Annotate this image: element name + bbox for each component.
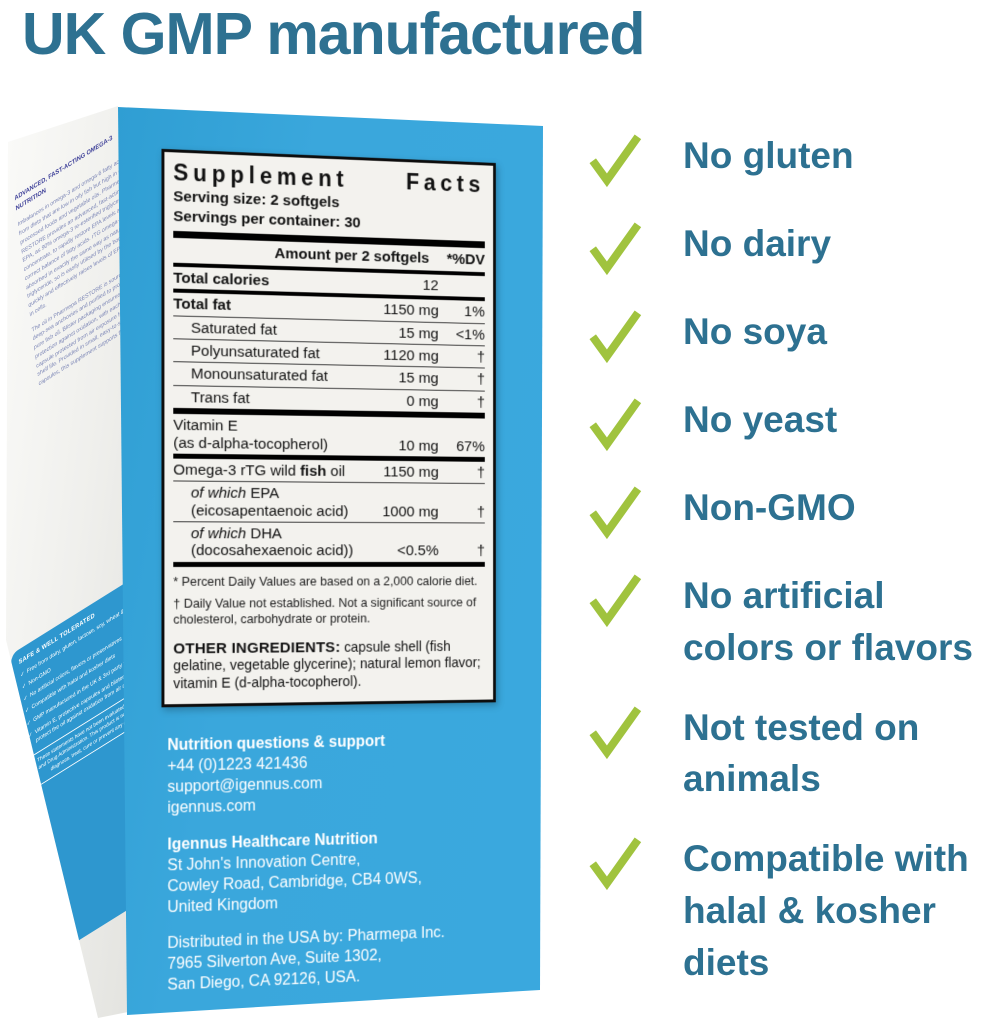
nutrient-name: Vitamin E (as d-alpha-tocopherol) — [173, 417, 356, 454]
benefit-item: No soya — [583, 304, 1006, 366]
checkmark-icon — [589, 486, 642, 540]
dv-footnote: * Percent Daily Values are based on a 2,… — [173, 573, 478, 589]
nutrient-dv: † — [476, 349, 485, 366]
amount-column-header: Amount per 2 softgels — [274, 245, 430, 267]
nutrient-name: Total fat — [173, 295, 231, 315]
checkmark-icon — [589, 310, 642, 364]
dagger-footnote: † Daily Value not established. Not a sig… — [173, 595, 477, 627]
front-face-content: Supplement Facts Serving size: 2 softgel… — [118, 107, 524, 1015]
benefit-label: Not tested on animals — [683, 706, 920, 800]
nutrient-line: (as d-alpha-tocopherol) — [173, 434, 329, 453]
benefit-item: No dairy — [583, 216, 1006, 278]
checkmark-icon — [589, 134, 642, 188]
nutrient-name: Omega-3 rTG wild fish oil — [173, 461, 356, 480]
nutrient-dv: † — [476, 394, 485, 411]
nutrient-dv: † — [476, 371, 485, 389]
benefits-list: No gluten No dairy No soya No yeast Non-… — [583, 128, 1006, 1015]
check-icon: ✓ — [26, 718, 32, 728]
benefit-item: No yeast — [583, 392, 1006, 454]
nutrient-line-bold: fish — [300, 462, 327, 480]
nutrient-amount: 1150 mg — [383, 463, 439, 481]
nutrient-line: Omega-3 rTG wild — [173, 461, 301, 480]
nutrient-dv: † — [476, 543, 485, 560]
checkmark-icon — [589, 574, 642, 628]
checkmark-icon — [589, 706, 642, 759]
heading-word: Facts — [405, 168, 485, 198]
benefit-label: No yeast — [683, 399, 838, 440]
other-ingredients-heading: OTHER INGREDIENTS: — [173, 638, 341, 658]
nutrient-row: Omega-3 rTG wild fish oil 1150 mg † — [173, 459, 485, 484]
benefit-item: Non-GMO — [583, 480, 1006, 542]
benefit-item: Compatible with halal & kosher diets — [583, 831, 1006, 988]
nutrient-line: (eicosapentaenoic acid) — [190, 502, 349, 520]
nutrient-name: Trans fat — [190, 389, 250, 407]
nutrient-amount: 1120 mg — [383, 347, 439, 365]
nutrient-amount: 10 mg — [398, 437, 439, 455]
nutrient-dv: <1% — [455, 326, 485, 344]
other-ingredients-text: gelatine, vegetable glycerine); natural … — [173, 655, 481, 693]
other-ingredients-text: capsule shell ( — [340, 638, 430, 656]
benefit-label: No dairy — [683, 223, 832, 264]
benefit-label: No gluten — [683, 135, 854, 176]
nutrient-amount: 12 — [422, 277, 439, 295]
benefit-label: No soya — [683, 311, 827, 352]
benefit-item: No artificial colors or flavors — [583, 568, 1006, 674]
nutrient-amount: 15 mg — [398, 370, 439, 388]
nutrient-name: Polyunsaturated fat — [190, 342, 320, 363]
box-side-panel: ADVANCED, FAST-ACTING OMEGA-3 NUTRITION … — [6, 106, 128, 1018]
nutrient-dv: 67% — [456, 437, 485, 455]
nutrient-row: of which DHA (docosahexaenoic acid)) <0.5… — [173, 521, 485, 562]
checkmark-icon — [589, 222, 642, 276]
nutrient-amount: <0.5% — [397, 542, 439, 560]
nutrient-dv: † — [476, 464, 485, 482]
other-ingredients: OTHER INGREDIENTS: capsule shell (fish g… — [173, 637, 485, 695]
nutrient-amount: 1000 mg — [382, 503, 439, 521]
benefit-label: Non-GMO — [683, 487, 856, 528]
nutrient-dv: † — [476, 503, 485, 521]
nutrient-dv — [439, 294, 485, 295]
check-icon: ✓ — [24, 706, 30, 716]
nutrient-line: (docosahexaenoic acid)) — [190, 542, 354, 560]
benefit-label: No artificial colors or flavors — [683, 575, 973, 668]
check-icon: ✓ — [27, 730, 33, 740]
check-icon: ✓ — [23, 694, 29, 704]
box-front-face: Supplement Facts Serving size: 2 softgel… — [118, 107, 543, 1015]
nutrient-line: oil — [326, 463, 346, 480]
nutrient-line: Vitamin E — [173, 417, 238, 435]
check-icon: ✓ — [21, 682, 27, 692]
divider-bar — [173, 561, 485, 567]
nutrient-line-italic: of which — [190, 525, 247, 543]
nutrient-name: of which EPA (eicosapentaenoic acid) — [173, 485, 356, 520]
nutrient-line: DHA — [246, 525, 282, 543]
heading-word: Supplement — [173, 159, 349, 192]
benefit-item: Not tested on animals — [583, 700, 1006, 806]
nutrient-name: of which DHA (docosahexaenoic acid)) — [173, 525, 356, 560]
checkmark-icon — [589, 837, 642, 891]
nutrient-amount: 1150 mg — [383, 301, 439, 320]
nutrient-amount: 0 mg — [406, 392, 439, 410]
contact-block: Nutrition questions & support +44 (0)122… — [167, 729, 524, 996]
dv-column-header: *%DV — [446, 250, 485, 269]
page-title: UK GMP manufactured — [22, 1, 645, 67]
check-icon: ✓ — [20, 670, 26, 680]
nutrient-line: EPA — [246, 485, 280, 503]
supplement-facts-label: Supplement Facts Serving size: 2 softgel… — [161, 148, 496, 708]
nutrient-amount: 15 mg — [398, 324, 439, 343]
nutrient-name: Monounsaturated fat — [190, 365, 328, 386]
nutrient-name: Saturated fat — [190, 319, 277, 339]
benefit-item: No gluten — [583, 128, 1006, 190]
benefit-label: Compatible with halal & kosher diets — [683, 838, 969, 983]
nutrient-line-italic: of which — [190, 484, 247, 503]
other-ingredients-bold: fish — [429, 638, 451, 655]
nutrient-row: Vitamin E (as d-alpha-tocopherol) 10 mg 6… — [173, 414, 485, 457]
nutrient-row: of which EPA (eicosapentaenoic acid) 1000… — [173, 480, 485, 523]
checkmark-icon — [589, 398, 642, 452]
nutrient-dv: 1% — [464, 303, 485, 321]
